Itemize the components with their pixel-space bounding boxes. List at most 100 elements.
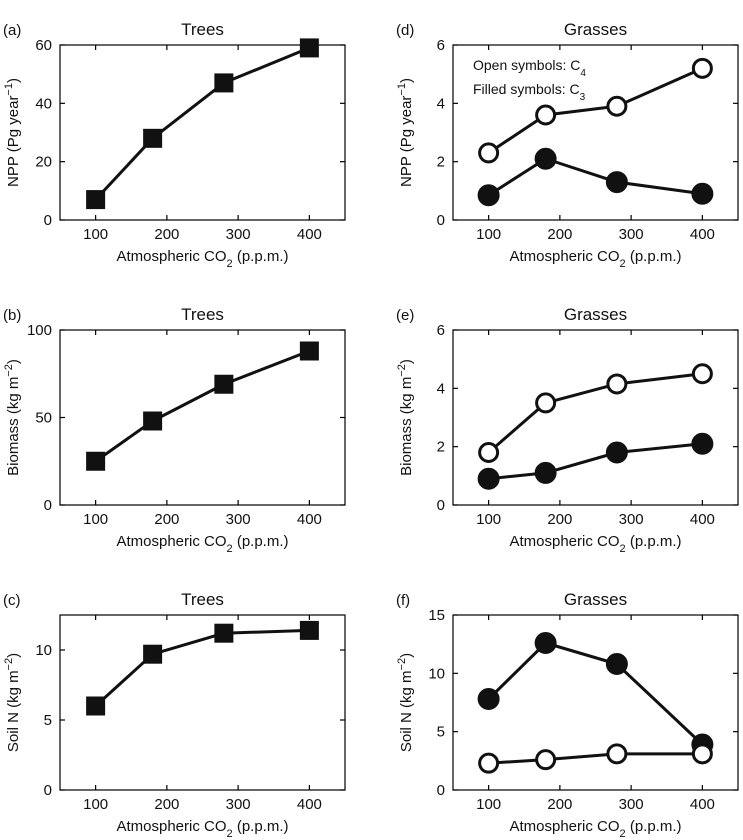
x-axis-label-text: Atmospheric CO bbox=[509, 818, 619, 835]
data-point-filled-circle bbox=[691, 182, 714, 205]
x-axis-label-subscript: 2 bbox=[620, 258, 626, 270]
panel-label: (e) bbox=[396, 307, 414, 324]
x-tick-label: 300 bbox=[226, 796, 251, 813]
y-axis-label: Soil N (kg m−2) bbox=[3, 653, 22, 752]
panel-e: (e) Grasses 100 200 300 400 0 2 4 6 Atmospheric CO… bbox=[396, 305, 739, 555]
data-point-square bbox=[299, 620, 319, 640]
x-axis-label-subscript: 2 bbox=[620, 543, 626, 555]
x-axis-label: Atmospheric CO2 (p.p.m.) bbox=[116, 533, 288, 555]
plot-frame bbox=[452, 614, 739, 791]
panel-title: Trees bbox=[181, 305, 224, 324]
panel-title: Grasses bbox=[564, 20, 627, 39]
legend: Open symbols: C4 Filled symbols: C3 bbox=[473, 57, 586, 103]
x-tick-label: 100 bbox=[476, 511, 501, 528]
data-point-filled-circle bbox=[691, 432, 714, 455]
y-tick-label: 0 bbox=[437, 782, 445, 799]
plot-frame bbox=[452, 44, 739, 221]
y-tick-label: 0 bbox=[44, 212, 52, 229]
x-tick-label: 100 bbox=[83, 796, 108, 813]
x-tick-label: 200 bbox=[154, 511, 179, 528]
y-tick-label: 0 bbox=[437, 212, 445, 229]
x-tick-label: 300 bbox=[619, 226, 644, 243]
data-point-open-circle bbox=[691, 363, 713, 385]
y-tick-label: 100 bbox=[27, 322, 52, 339]
series-line bbox=[94, 349, 310, 463]
legend-filled-text: Filled symbols: C bbox=[473, 81, 580, 97]
y-axis-label: Soil N (kg m−2) bbox=[396, 653, 415, 752]
data-point-open-circle bbox=[606, 373, 628, 395]
series-line bbox=[488, 752, 703, 765]
data-point-filled-circle bbox=[477, 467, 500, 490]
y-tick-label: 40 bbox=[35, 95, 52, 112]
y-axis-label-superscript: −1 bbox=[396, 83, 408, 96]
y-tick-label: 0 bbox=[44, 497, 52, 514]
data-point-open-circle bbox=[535, 104, 557, 126]
x-tick-label: 400 bbox=[690, 796, 715, 813]
x-axis-label: Atmospheric CO2 (p.p.m.) bbox=[509, 818, 681, 840]
x-tick-label: 200 bbox=[547, 796, 572, 813]
x-axis-label-tail: (p.p.m.) bbox=[626, 818, 682, 835]
plot-frame bbox=[452, 329, 739, 506]
x-tick-label: 200 bbox=[547, 226, 572, 243]
y-tick-label: 60 bbox=[35, 37, 52, 54]
data-point-square bbox=[86, 451, 106, 471]
x-tick-label: 400 bbox=[297, 226, 322, 243]
y-tick-label: 0 bbox=[437, 497, 445, 514]
x-axis-label: Atmospheric CO2 (p.p.m.) bbox=[116, 248, 288, 270]
legend-open-symbols: Open symbols: C4 bbox=[473, 57, 586, 79]
panel-c: (c) Trees 100 200 300 400 0 5 10 Atmospheric CO2 … bbox=[3, 590, 346, 840]
data-point-open-circle bbox=[606, 95, 628, 117]
y-axis-label-text: Soil N (kg m bbox=[398, 670, 415, 752]
y-tick-label: 2 bbox=[437, 154, 445, 171]
y-axis-label-text: Biomass (kg m bbox=[398, 377, 415, 476]
y-tick-label: 20 bbox=[35, 154, 52, 171]
y-axis-label-tail: ) bbox=[5, 653, 22, 658]
legend-filled-subscript: 3 bbox=[580, 92, 586, 103]
y-tick-label: 10 bbox=[35, 642, 52, 659]
y-tick-label: 10 bbox=[428, 665, 445, 682]
data-point-filled-circle bbox=[605, 441, 628, 464]
y-axis-label: NPP (Pg year−1) bbox=[3, 78, 22, 187]
x-axis-label-tail: (p.p.m.) bbox=[626, 533, 682, 550]
y-tick-label: 4 bbox=[437, 380, 445, 397]
x-axis-label-text: Atmospheric CO bbox=[116, 533, 226, 550]
y-axis-label-text: Biomass (kg m bbox=[5, 377, 22, 476]
x-tick-label: 300 bbox=[619, 796, 644, 813]
series-line bbox=[94, 46, 310, 201]
panel-title: Trees bbox=[181, 20, 224, 39]
legend-open-text: Open symbols: C bbox=[473, 57, 580, 73]
data-point-open-circle bbox=[535, 749, 557, 771]
data-point-filled-circle bbox=[534, 461, 557, 484]
x-tick-label: 200 bbox=[154, 226, 179, 243]
plot-frame bbox=[59, 44, 346, 221]
y-tick-label: 15 bbox=[428, 607, 445, 624]
y-tick-label: 6 bbox=[437, 37, 445, 54]
x-tick-label: 100 bbox=[476, 226, 501, 243]
x-axis-label-text: Atmospheric CO bbox=[116, 818, 226, 835]
y-axis-label-tail: ) bbox=[398, 78, 415, 83]
panel-a: (a) Trees 100 200 300 400 0 20 40 60 Atmospheric C… bbox=[3, 20, 346, 270]
x-axis-label: Atmospheric CO2 (p.p.m.) bbox=[509, 248, 681, 270]
data-point-filled-circle bbox=[605, 171, 628, 194]
data-point-open-circle bbox=[691, 743, 713, 765]
panel-label: (f) bbox=[396, 592, 410, 609]
x-axis-label-tail: (p.p.m.) bbox=[233, 818, 289, 835]
x-tick-label: 100 bbox=[83, 511, 108, 528]
y-axis-label: NPP (Pg year−1) bbox=[396, 78, 415, 187]
data-point-filled-circle bbox=[534, 632, 557, 654]
data-point-open-circle bbox=[478, 142, 500, 164]
series-line bbox=[487, 157, 703, 197]
y-axis-label: Biomass (kg m−2) bbox=[3, 359, 22, 476]
x-axis-label-subscript: 2 bbox=[227, 543, 233, 555]
series-line bbox=[94, 628, 310, 708]
y-axis-label-tail: ) bbox=[5, 359, 22, 364]
y-axis-label-text: Soil N (kg m bbox=[5, 670, 22, 752]
x-axis-label-subscript: 2 bbox=[227, 258, 233, 270]
y-tick-label: 2 bbox=[437, 439, 445, 456]
x-axis-label-text: Atmospheric CO bbox=[116, 248, 226, 265]
x-tick-label: 300 bbox=[619, 511, 644, 528]
panel-label: (a) bbox=[3, 22, 21, 39]
x-tick-label: 400 bbox=[297, 796, 322, 813]
plot-frame bbox=[59, 614, 346, 791]
